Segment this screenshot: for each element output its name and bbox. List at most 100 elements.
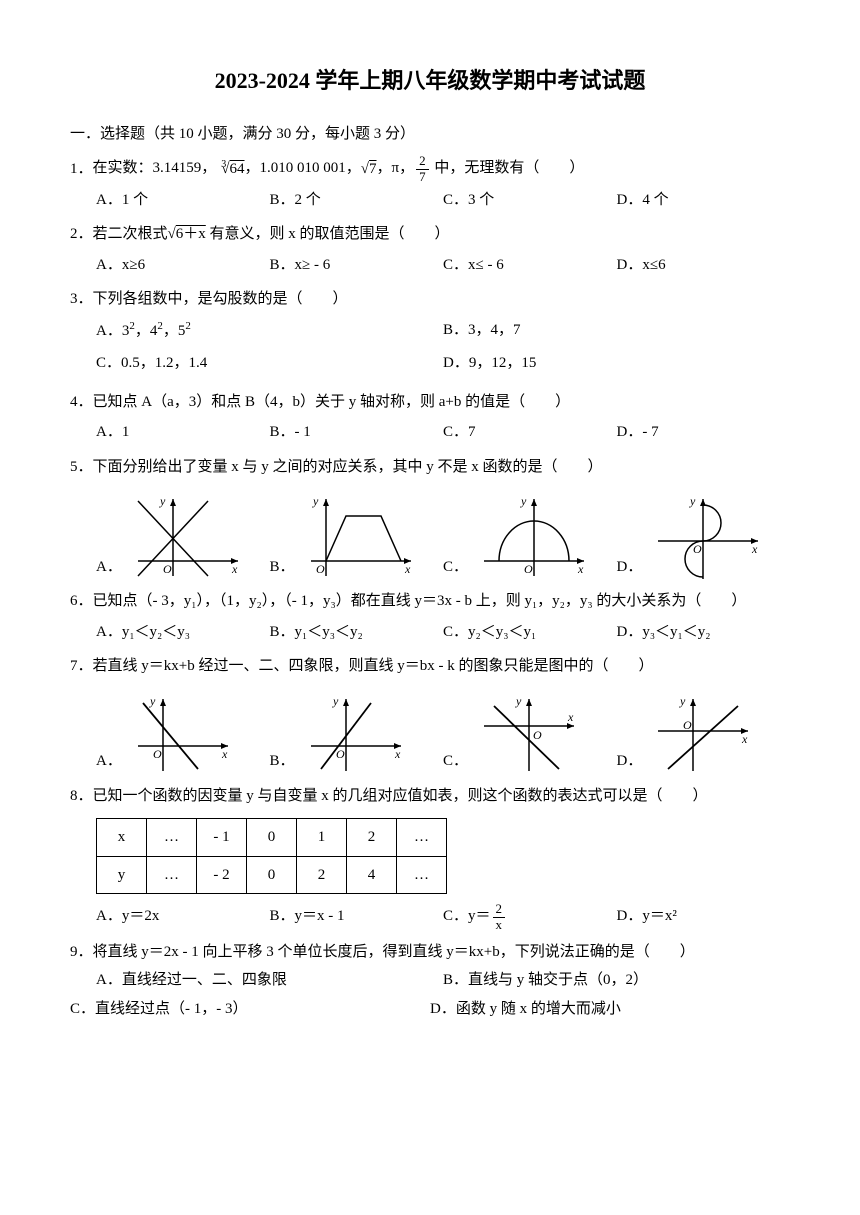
q4-options: A．1 B．- 1 C．7 D．- 7 — [96, 418, 790, 447]
graph-icon: x y O — [301, 491, 421, 581]
q7-labelD: D． — [617, 747, 643, 776]
q5-graphC: C． x y O — [443, 491, 617, 581]
q7-graphB: B． xyO — [270, 691, 444, 776]
table-cell: 2 — [297, 856, 347, 894]
q9-optC: C．直线经过点（- 1，- 3） — [70, 995, 430, 1024]
table-cell: - 1 — [197, 819, 247, 857]
svg-text:x: x — [231, 562, 238, 576]
q8-optB: B．y＝x - 1 — [270, 902, 444, 932]
svg-text:O: O — [683, 718, 692, 732]
svg-text:O: O — [163, 562, 172, 576]
q4-optC: C．7 — [443, 418, 617, 447]
table-cell: 0 — [247, 819, 297, 857]
cbrt-radicand: 64 — [230, 155, 245, 184]
q7-graphA: A． xyO — [96, 691, 270, 776]
svg-text:y: y — [689, 494, 696, 508]
q7-graphD: D． x yO — [617, 691, 791, 776]
page-title: 2023-2024 学年上期八年级数学期中考试试题 — [70, 60, 790, 102]
question-6: 6． 已知点（- 3，y₁），（1，y₂），（- 1，y₃）都在直线 y＝3x … — [70, 587, 790, 646]
q2-num: 2． — [70, 220, 93, 249]
q5-labelA: A． — [96, 553, 122, 582]
table-cell: x — [97, 819, 147, 857]
svg-text:x: x — [751, 542, 758, 556]
q6-optB: B．y₁＜y₃＜y₂ — [270, 618, 444, 647]
root-symbol: √ — [168, 220, 176, 249]
table-cell: … — [397, 856, 447, 894]
table-row: y … - 2 0 2 4 … — [97, 856, 447, 894]
table-cell: … — [147, 856, 197, 894]
q9-optA: A．直线经过一、二、四象限 — [96, 966, 443, 995]
q1-text-a: 在实数：3.14159， — [93, 161, 217, 177]
question-1: 1． 在实数：3.14159，3√64，1.010 010 001，√7，π，2… — [70, 154, 790, 214]
svg-text:y: y — [312, 494, 319, 508]
svg-text:x: x — [404, 562, 411, 576]
q5-graphB: B． xyO — [270, 491, 444, 581]
q1-num: 1． — [70, 155, 93, 184]
q3-optB: B．3，4，7 — [443, 316, 790, 346]
q9-num: 9． — [70, 938, 93, 967]
q9-optD: D．函数 y 随 x 的增大而减小 — [430, 995, 790, 1024]
table-cell: y — [97, 856, 147, 894]
q1-text-d: 中，无理数有（ ） — [431, 161, 585, 177]
q5-labelC: C． — [443, 553, 468, 582]
svg-text:O: O — [524, 562, 533, 576]
q6-optA: A．y₁＜y₂＜y₃ — [96, 618, 270, 647]
q7-labelB: B． — [270, 747, 295, 776]
question-2: 2． 若二次根式√6＋x 有意义，则 x 的取值范围是（ ） A．x≥6 B．x… — [70, 220, 790, 279]
frac-num: 2 — [416, 154, 429, 169]
svg-text:O: O — [693, 542, 702, 556]
q4-optA: A．1 — [96, 418, 270, 447]
q3a-3: ，5 — [163, 323, 186, 339]
q2-options: A．x≥6 B．x≥ - 6 C．x≤ - 6 D．x≤6 — [96, 251, 790, 280]
root-symbol: √ — [361, 155, 369, 184]
q7-labelC: C． — [443, 747, 468, 776]
q2-optA: A．x≥6 — [96, 251, 270, 280]
svg-text:y: y — [520, 494, 527, 508]
q1-optA: A．1 个 — [96, 186, 270, 215]
graph-icon: x y O — [474, 491, 594, 581]
frac-den: 7 — [416, 170, 429, 184]
cube-root: 3√64 — [216, 155, 244, 184]
svg-text:x: x — [741, 732, 748, 746]
q8-options: A．y＝2x B．y＝x - 1 C．y＝2x D．y＝x² — [96, 902, 790, 932]
q2-optB: B．x≥ - 6 — [270, 251, 444, 280]
svg-text:x: x — [221, 747, 228, 761]
q6-num: 6． — [70, 587, 93, 616]
q6-body: 已知点（- 3，y₁），（1，y₂），（- 1，y₃）都在直线 y＝3x - b… — [93, 587, 790, 616]
q5-body: 下面分别给出了变量 x 与 y 之间的对应关系，其中 y 不是 x 函数的是（ … — [93, 453, 790, 482]
table-row: x … - 1 0 1 2 … — [97, 819, 447, 857]
frac-num: 2 — [493, 902, 506, 917]
q3a-2: ，4 — [135, 323, 158, 339]
q5-graphA: A． xyO — [96, 491, 270, 581]
q6-options: A．y₁＜y₂＜y₃ B．y₁＜y₃＜y₂ C．y₂＜y₃＜y₁ D．y₃＜y₁… — [96, 618, 790, 647]
graph-icon: xyO — [128, 691, 238, 776]
table-cell: … — [397, 819, 447, 857]
svg-text:O: O — [336, 747, 345, 761]
q3-num: 3． — [70, 285, 93, 314]
q8c-pre: C．y＝ — [443, 909, 491, 925]
q5-num: 5． — [70, 453, 93, 482]
q1-optC: C．3 个 — [443, 186, 617, 215]
graph-icon: xyO — [301, 691, 411, 776]
q8-optC: C．y＝2x — [443, 902, 617, 932]
svg-text:x: x — [394, 747, 401, 761]
q6-optD: D．y₃＜y₁＜y₂ — [617, 618, 791, 647]
q2-optC: C．x≤ - 6 — [443, 251, 617, 280]
square-root: √7 — [361, 155, 377, 184]
frac-den: x — [493, 918, 506, 932]
svg-text:O: O — [533, 728, 542, 742]
q1-text-b: ，1.010 010 001， — [245, 161, 361, 177]
square-root: √6＋x — [168, 220, 206, 249]
table-cell: 2 — [347, 819, 397, 857]
question-4: 4． 已知点 A（a，3）和点 B（4，b）关于 y 轴对称，则 a+b 的值是… — [70, 388, 790, 447]
svg-text:O: O — [316, 562, 325, 576]
q3-body: 下列各组数中，是勾股数的是（ ） — [93, 285, 790, 314]
q4-body: 已知点 A（a，3）和点 B（4，b）关于 y 轴对称，则 a+b 的值是（ ） — [93, 388, 790, 417]
q2-text-b: 有意义，则 x 的取值范围是（ ） — [206, 226, 450, 242]
svg-text:y: y — [679, 694, 686, 708]
svg-text:x: x — [567, 710, 574, 724]
q1-body: 在实数：3.14159，3√64，1.010 010 001，√7，π，27 中… — [93, 154, 790, 184]
graph-icon: xyO — [474, 691, 584, 776]
svg-text:x: x — [577, 562, 584, 576]
svg-text:y: y — [149, 694, 156, 708]
